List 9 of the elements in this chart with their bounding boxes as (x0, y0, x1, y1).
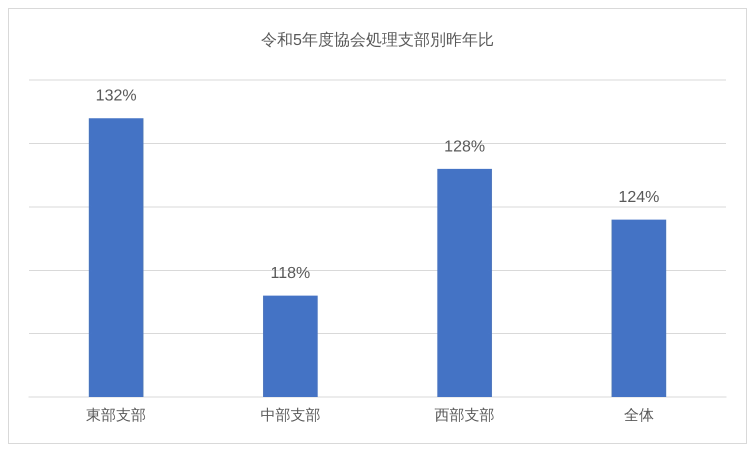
x-tick-label: 西部支部 (434, 407, 495, 424)
x-tick-label: 中部支部 (260, 407, 320, 424)
data-label: 128% (444, 138, 486, 156)
data-label: 124% (618, 189, 660, 206)
data-label: 118% (270, 265, 310, 282)
x-tick-label: 東部支部 (86, 407, 146, 424)
chart-title: 令和5年度協会処理支部別昨年比 (261, 31, 494, 50)
x-tick-label: 全体 (624, 407, 654, 424)
data-label: 132% (96, 88, 137, 105)
